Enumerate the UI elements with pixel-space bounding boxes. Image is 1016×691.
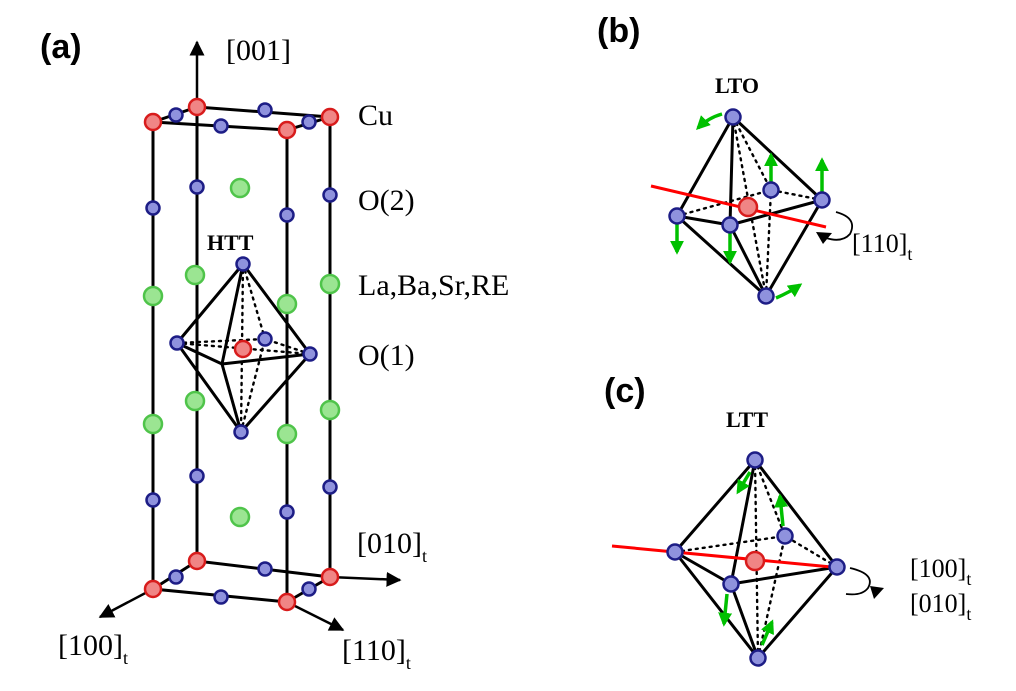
- axis-001-label: [001]: [226, 34, 291, 67]
- panel-label-c: (c): [604, 372, 646, 410]
- panel-b: (b) LTO: [597, 12, 912, 305]
- legend-la: La,Ba,Sr,RE: [358, 269, 509, 302]
- lto-label: LTO: [715, 73, 759, 98]
- axis-110-label: [110]t: [342, 634, 411, 673]
- panel-c: (c) LTT: [604, 372, 971, 667]
- panel-label-b: (b): [597, 12, 640, 50]
- lto-rotation-arrow: [825, 211, 854, 241]
- legend-o2: O(2): [358, 184, 415, 217]
- htt-label: HTT: [207, 230, 254, 255]
- axis-100: [100]t: [58, 587, 154, 668]
- legend-cu: Cu: [358, 99, 393, 132]
- lto-atoms: [668, 108, 831, 305]
- ltt-axis-label-2: [010]t: [910, 589, 971, 624]
- oxygen-atoms: [145, 102, 338, 605]
- ltt-rotation-arrow: [845, 567, 871, 596]
- ltt-tilt-axis: [611, 544, 843, 570]
- ltt-displacement-arrows: [718, 471, 789, 646]
- ltt-rotation-arrowhead: [870, 586, 884, 599]
- axis-110: [110]t: [286, 600, 411, 673]
- axis-010: [010]t: [329, 527, 427, 587]
- ltt-label: LTT: [726, 407, 768, 432]
- legend-o1: O(1): [358, 339, 415, 372]
- panel-label-a: (a): [40, 28, 82, 66]
- cu-atoms: [143, 97, 340, 612]
- la-atoms: [142, 177, 341, 528]
- ltt-axis-label-1: [100]t: [910, 554, 971, 589]
- axis-001: [001]: [189, 34, 291, 112]
- lto-rotation-arrowhead: [816, 232, 832, 244]
- ltt-atoms: [666, 451, 846, 667]
- axis-100-label: [100]t: [58, 629, 128, 668]
- panel-a: (a) [001] [010]t [100]t [110]t: [40, 28, 509, 673]
- axis-010-label: [010]t: [357, 527, 427, 566]
- lto-displacement-arrows: [670, 112, 829, 300]
- lto-axis-label: [110]t: [852, 229, 912, 264]
